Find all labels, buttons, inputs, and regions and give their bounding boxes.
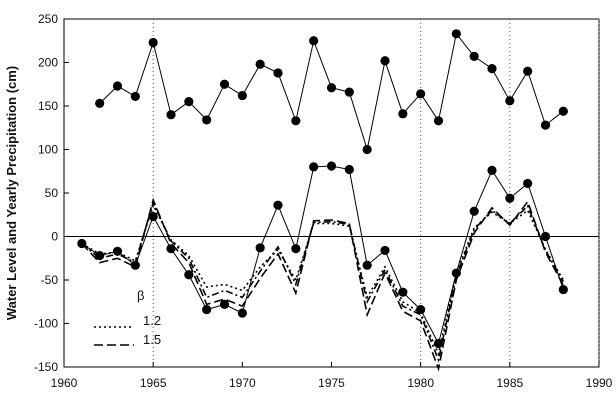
data-point-water-level-1968 — [202, 304, 212, 315]
series-line-beta-dash-dot — [81, 200, 564, 363]
data-point-precipitation-1966 — [166, 110, 176, 120]
data-point-precipitation-1987 — [540, 120, 551, 130]
x-tick-label-1985: 1985 — [496, 376, 523, 390]
data-point-water-level-1974 — [309, 162, 319, 172]
legend: β 1.2 1.5 — [94, 288, 161, 347]
data-point-water-level-1973 — [291, 244, 301, 254]
y-tick-label-200: 200 — [38, 56, 58, 70]
y-tick-label--50: -50 — [41, 273, 59, 287]
data-point-precipitation-1963 — [112, 81, 123, 91]
data-point-precipitation-1967 — [184, 97, 194, 107]
data-point-precipitation-1985 — [505, 96, 515, 106]
grid-layer — [64, 19, 600, 367]
y-tick-label-0: 0 — [51, 230, 58, 244]
legend-label-1-5: 1.5 — [143, 332, 161, 347]
y-tick-label-150: 150 — [38, 99, 58, 113]
data-point-water-level-1981 — [433, 338, 444, 349]
legend-title: β — [137, 288, 144, 303]
data-point-precipitation-1986 — [523, 66, 533, 76]
data-point-precipitation-1972 — [273, 68, 283, 78]
data-point-water-level-1970 — [237, 308, 247, 318]
data-point-precipitation-1971 — [255, 59, 265, 69]
x-tick-label-1965: 1965 — [140, 376, 167, 390]
data-point-precipitation-1964 — [130, 91, 140, 102]
data-point-precipitation-1982 — [451, 29, 461, 39]
data-point-precipitation-1962 — [95, 98, 105, 108]
data-point-water-level-1979 — [398, 287, 408, 297]
y-tick-label-250: 250 — [38, 12, 58, 26]
data-point-precipitation-1976 — [344, 87, 354, 97]
data-point-precipitation-1978 — [380, 56, 390, 66]
data-point-precipitation-1969 — [219, 79, 230, 89]
data-point-water-level-1984 — [487, 165, 497, 175]
data-point-precipitation-1974 — [309, 36, 319, 46]
data-point-water-level-1983 — [469, 206, 479, 216]
data-point-precipitation-1973 — [291, 116, 301, 126]
data-point-water-level-1980 — [416, 304, 426, 315]
data-point-water-level-1969 — [219, 299, 230, 309]
data-point-water-level-1986 — [523, 178, 533, 189]
series-layer — [77, 29, 568, 372]
x-tick-label-1980: 1980 — [407, 376, 434, 390]
data-point-precipitation-1965 — [148, 37, 158, 48]
data-point-precipitation-1968 — [202, 115, 212, 125]
data-point-precipitation-1979 — [398, 109, 408, 119]
data-point-water-level-1971 — [255, 243, 265, 253]
x-tick-label-1960: 1960 — [51, 376, 78, 390]
y-tick-label--150: -150 — [34, 360, 58, 374]
y-tick-label-100: 100 — [38, 143, 58, 157]
data-point-water-level-1978 — [380, 245, 390, 256]
data-point-water-level-1965 — [148, 211, 158, 222]
data-point-precipitation-1984 — [487, 63, 497, 74]
x-tick-label-1970: 1970 — [229, 376, 256, 390]
legend-label-1-2: 1.2 — [143, 313, 161, 328]
data-point-precipitation-1977 — [362, 144, 372, 155]
y-tick-label--100: -100 — [34, 317, 58, 331]
data-point-water-level-1975 — [326, 161, 337, 171]
data-point-precipitation-1970 — [237, 90, 247, 101]
data-point-water-level-1982 — [451, 268, 461, 278]
y-tick-label-50: 50 — [45, 186, 59, 200]
x-tick-label-1975: 1975 — [318, 376, 345, 390]
x-tick-label-1990: 1990 — [586, 376, 613, 390]
axis-layer: 1960 1965 1970 1975 1980 1985 1990 -150 -100 -50 0… — [34, 12, 613, 390]
series-line-water-level — [81, 165, 564, 345]
data-point-precipitation-1980 — [416, 89, 426, 99]
data-point-precipitation-1983 — [469, 51, 479, 62]
data-point-water-level-1985 — [505, 193, 515, 203]
data-point-water-level-1967 — [184, 270, 194, 280]
data-point-precipitation-1981 — [433, 116, 444, 126]
data-point-water-level-1966 — [166, 244, 176, 254]
y-axis-title: Water Level and Yearly Precipitation (cm… — [4, 66, 19, 320]
data-point-precipitation-1975 — [326, 83, 337, 93]
data-point-water-level-1972 — [273, 200, 283, 210]
data-point-water-level-1988 — [558, 284, 568, 295]
data-point-precipitation-1988 — [558, 106, 568, 116]
data-point-water-level-1987 — [540, 231, 551, 242]
data-point-water-level-1977 — [362, 260, 372, 270]
data-point-water-level-1976 — [344, 164, 354, 175]
